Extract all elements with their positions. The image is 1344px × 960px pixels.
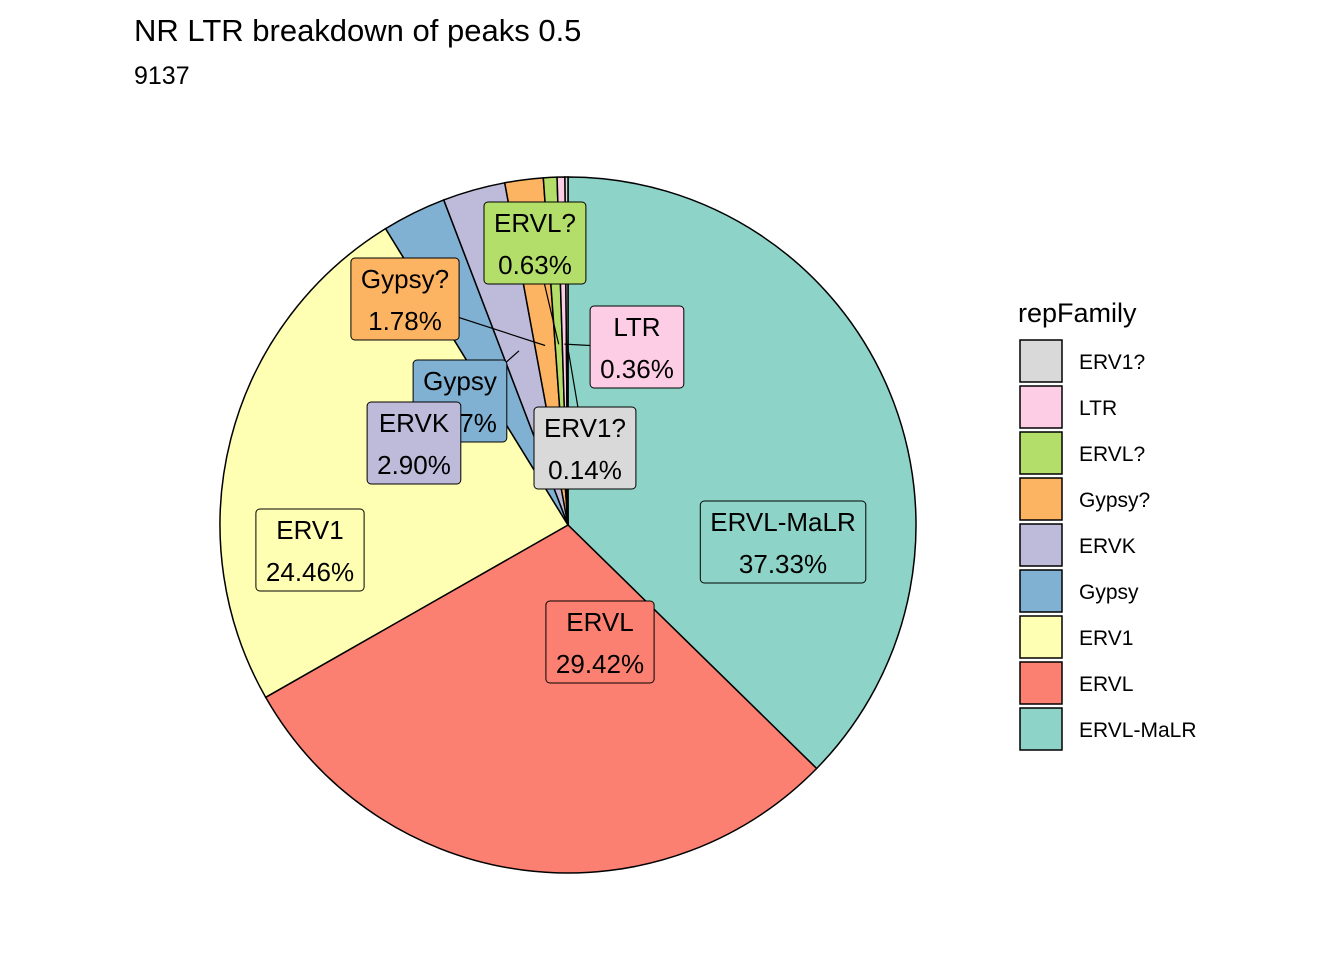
slice-label-name: ERV1?: [544, 413, 626, 443]
legend-item-ervl-q: ERVL?: [1019, 431, 1145, 475]
legend-item-erv1: ERV1: [1019, 615, 1133, 659]
legend-label: ERVL-MaLR: [1079, 719, 1197, 742]
legend-swatch: [1019, 477, 1063, 521]
slice-label-name: ERVL?: [494, 208, 576, 238]
legend-swatch: [1019, 615, 1063, 659]
slice-label-ltr: LTR 0.36%: [589, 305, 685, 389]
slice-label-box: [366, 401, 462, 485]
slice-label-box: [350, 257, 460, 341]
slice-label-percent: 37.33%: [739, 549, 827, 579]
slice-labels: ERVL-MaLR 37.33% ERVL 29.42% ERV1 24.46% Gypsy…: [255, 201, 867, 684]
slice-label-ervk: ERVK 2.90%: [366, 401, 462, 485]
slice-label-name: ERVK: [379, 408, 450, 438]
slice-label-box: [533, 406, 637, 490]
slice-label-box: [255, 508, 365, 592]
slice-label-ervl-q: ERVL? 0.63%: [483, 201, 587, 285]
legend-title: repFamily: [1018, 298, 1137, 328]
slice-label-name: LTR: [613, 312, 660, 342]
legend-swatch: [1019, 385, 1063, 429]
pie-slice-ervl: [264, 524, 818, 874]
slice-label-name: ERV1: [276, 515, 343, 545]
legend-label: ERVL?: [1079, 443, 1145, 466]
slice-label-percent: 29.42%: [556, 649, 644, 679]
chart-title: NR LTR breakdown of peaks 0.5: [134, 13, 581, 48]
legend-label: Gypsy?: [1079, 489, 1150, 512]
slice-label-name: Gypsy: [423, 366, 497, 396]
legend-item-gypsy-q: Gypsy?: [1019, 477, 1150, 521]
legend-item-ltr: LTR: [1019, 385, 1117, 429]
legend-label: ERVL: [1079, 673, 1133, 696]
slice-label-box: [699, 500, 867, 584]
legend-swatch: [1019, 707, 1063, 751]
legend-item-ervl: ERVL: [1019, 661, 1133, 705]
slice-label-box: [589, 305, 685, 389]
legend-swatch: [1019, 569, 1063, 613]
slice-label-box: [545, 600, 655, 684]
legend-swatch: [1019, 431, 1063, 475]
slice-label-box: [483, 201, 587, 285]
legend-label: Gypsy: [1079, 581, 1139, 604]
legend-swatch: [1019, 339, 1063, 383]
legend-item-gypsy: Gypsy: [1019, 569, 1139, 613]
slice-label-name: Gypsy?: [361, 264, 449, 294]
slice-label-erv1-q: ERV1? 0.14%: [533, 406, 637, 490]
slice-label-percent: 1.78%: [368, 306, 442, 336]
legend-swatch: [1019, 661, 1063, 705]
legend-label: LTR: [1079, 397, 1117, 420]
slice-label-percent: 2.90%: [377, 450, 451, 480]
legend-label: ERVK: [1079, 535, 1136, 558]
legend-swatch: [1019, 523, 1063, 567]
slice-label-percent: 0.63%: [498, 250, 572, 280]
slice-label-gypsy-q: Gypsy? 1.78%: [350, 257, 460, 341]
legend: repFamily ERV1? LTR ERVL? Gypsy? ERVK Gypsy ER…: [1018, 298, 1197, 751]
slice-label-ervl: ERVL 29.42%: [545, 600, 655, 684]
legend-item-erv1-q: ERV1?: [1019, 339, 1145, 383]
slice-label-name: ERVL: [566, 607, 633, 637]
slice-label-percent: 24.46%: [266, 557, 354, 587]
slice-label-percent: 0.14%: [548, 455, 622, 485]
legend-item-ervk: ERVK: [1019, 523, 1136, 567]
chart-subtitle: 9137: [134, 62, 190, 90]
legend-item-ervl-malr: ERVL-MaLR: [1019, 707, 1197, 751]
slice-label-erv1: ERV1 24.46%: [255, 508, 365, 592]
slice-label-ervl-malr: ERVL-MaLR 37.33%: [699, 500, 867, 584]
slice-label-percent: 0.36%: [600, 354, 674, 384]
legend-label: ERV1?: [1079, 351, 1145, 374]
legend-label: ERV1: [1079, 627, 1133, 650]
slice-label-name: ERVL-MaLR: [710, 507, 855, 537]
